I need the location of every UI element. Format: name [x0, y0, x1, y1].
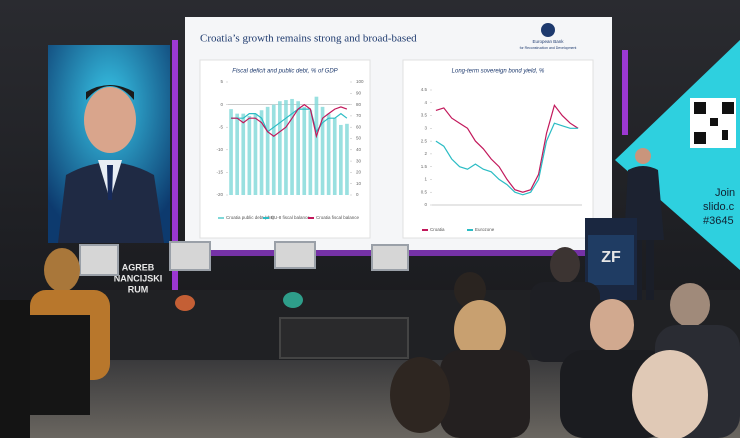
y-tick-label: -20: [216, 192, 223, 197]
screen-text: NANCIJSKI: [114, 273, 163, 283]
screen-text: AGREB: [122, 262, 155, 272]
side-screen: AGREB NANCIJSKI RUM: [48, 45, 170, 294]
bar: [265, 106, 270, 195]
bar: [284, 100, 288, 195]
y-tick-label: 5: [220, 79, 223, 84]
legend-label: Croatia: [430, 227, 445, 232]
bar: [259, 110, 264, 195]
logo: [541, 23, 555, 37]
slide-title: Croatia’s growth remains strong and broa…: [200, 33, 417, 45]
bar: [296, 101, 300, 195]
bar: [247, 115, 252, 195]
y-tick-label: 1: [424, 177, 427, 182]
slide: Croatia’s growth remains strong and broa…: [185, 17, 612, 250]
y2-tick-label: 70: [356, 113, 362, 118]
bar: [320, 106, 325, 195]
y-tick-label: 3.5: [421, 113, 428, 118]
bar: [345, 123, 349, 195]
bar: [302, 106, 307, 195]
legend-label: Croatia fiscal balance: [316, 215, 360, 220]
chart-title: Long-term sovereign bond yield, %: [452, 69, 545, 75]
y-tick-label: 0: [424, 202, 427, 207]
bar: [271, 104, 276, 195]
y-tick-label: 0: [220, 102, 223, 107]
y2-tick-label: 20: [356, 170, 362, 175]
bar: [326, 113, 331, 195]
bar: [278, 101, 282, 195]
y2-tick-label: 80: [356, 102, 362, 107]
series-line: [435, 103, 579, 193]
podium-label: ZF: [601, 249, 621, 266]
y-tick-label: 1.5: [421, 164, 428, 169]
slido-text: Join: [715, 187, 735, 199]
slido-text: #3645: [703, 215, 734, 227]
y-tick-label: 4: [424, 100, 427, 105]
y2-tick-label: 100: [356, 79, 364, 84]
y-tick-label: -15: [216, 170, 223, 175]
legend-label: EU-8 fiscal balance: [271, 215, 310, 220]
bar: [308, 110, 313, 195]
chart-title: Fiscal deficit and public debt, % of GDP: [232, 69, 337, 75]
bar: [235, 113, 239, 195]
y-tick-label: 0.5: [421, 189, 428, 194]
legend-label: Croatia public debt (rhs): [226, 215, 275, 220]
logo-text: European Bank: [532, 39, 564, 44]
legend-label: Eurozone: [475, 227, 495, 232]
series-line: [231, 103, 348, 139]
y2-tick-label: 50: [356, 136, 362, 141]
series-line: [231, 108, 348, 134]
y2-tick-label: 90: [356, 90, 362, 95]
logo-text: for Reconstruction and Development: [520, 46, 577, 50]
audience: [0, 247, 740, 438]
legend-swatch: [263, 217, 269, 219]
light-strip: [622, 50, 628, 135]
y-tick-label: 2.5: [421, 138, 428, 143]
y-tick-label: -5: [219, 124, 223, 129]
series-line: [435, 122, 579, 196]
bar: [332, 118, 337, 195]
y2-tick-label: 10: [356, 181, 362, 186]
y2-tick-label: 60: [356, 124, 362, 129]
bar: [253, 113, 258, 195]
legend-swatch: [308, 217, 314, 219]
stage-furniture: [79, 241, 409, 359]
slido-panel: Join slido.c #3645: [615, 40, 740, 270]
bar: [339, 124, 343, 195]
y-tick-label: 4.5: [421, 87, 428, 92]
legend-swatch: [422, 229, 428, 231]
light-strip: [172, 40, 178, 290]
y2-tick-label: 0: [356, 192, 359, 197]
y2-tick-label: 40: [356, 147, 362, 152]
legend-swatch: [467, 229, 473, 231]
screen-text: RUM: [128, 284, 149, 294]
bar: [290, 98, 294, 195]
bar: [314, 96, 319, 195]
legend-swatch: [218, 217, 224, 219]
y-tick-label: 3: [424, 126, 427, 131]
bar: [241, 113, 246, 195]
slido-text: slido.c: [703, 201, 735, 213]
bar: [229, 109, 233, 195]
y-tick-label: -10: [216, 147, 223, 152]
y-tick-label: 2: [424, 151, 427, 156]
y2-tick-label: 30: [356, 158, 362, 163]
